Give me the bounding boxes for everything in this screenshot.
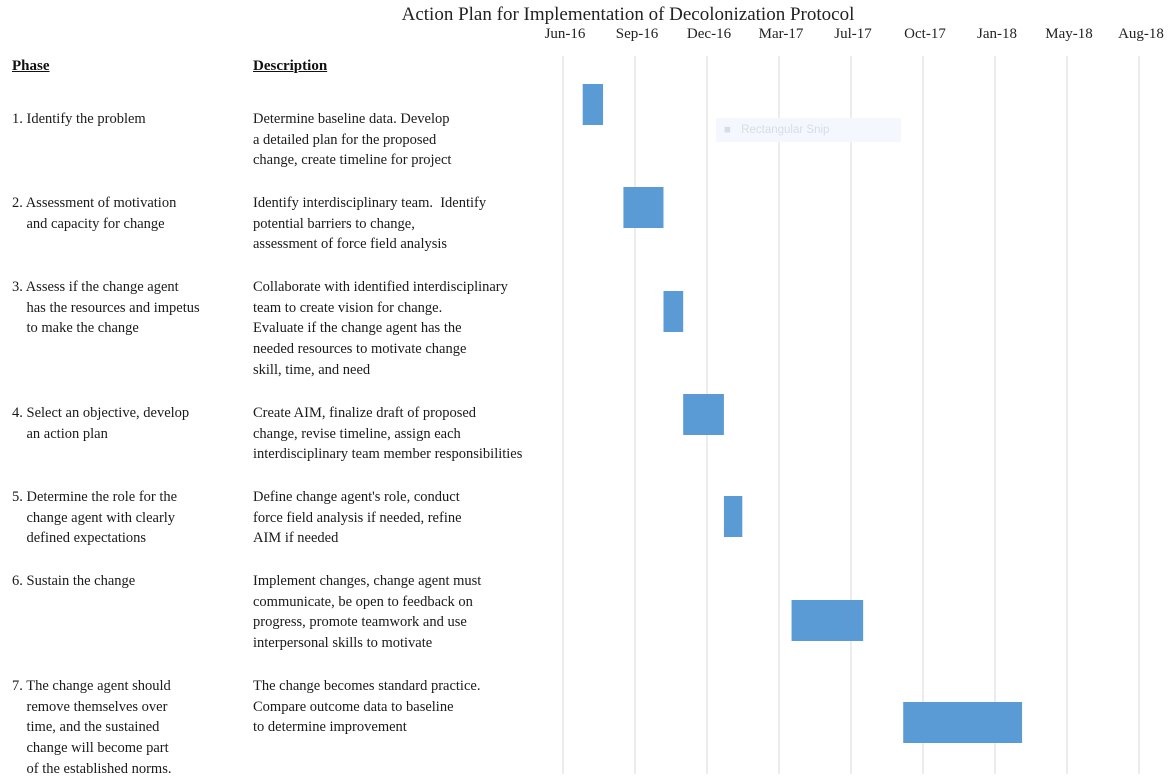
x-tick-label: May-18 [1045,26,1093,42]
gantt-bar [663,291,684,332]
phase-label: 2. Assessment of motivation and capacity… [12,195,177,232]
description-column-header: Description [253,58,328,74]
phase-label: 7. The change agent should remove themse… [12,678,172,777]
snip-label: Rectangular Snip [741,124,830,136]
x-tick-label: Dec-16 [687,26,732,42]
gantt-bar [683,394,724,435]
gantt-bar [623,187,664,228]
phase-column-header: Phase [12,58,50,74]
x-tick-label: Mar-17 [759,26,804,42]
x-tick-label: Aug-18 [1118,26,1164,42]
description-text: Create AIM, finalize draft of proposed c… [253,405,523,463]
gantt-bar [582,84,604,125]
snip-icon: ■ [724,124,731,136]
chart-title: Action Plan for Implementation of Decolo… [401,4,855,25]
description-text: Implement changes, change agent must com… [253,573,482,652]
description-text: Identify interdisciplinary team. Identif… [253,195,487,253]
phase-label: 5. Determine the role for the change age… [12,489,178,547]
rectangular-snip-overlay: ■ Rectangular Snip [716,118,901,142]
phase-label: 3. Assess if the change agent has the re… [12,279,200,337]
gantt-bar [723,496,743,537]
gantt-bar [903,702,1023,743]
x-tick-label: Oct-17 [904,26,946,42]
description-text: The change becomes standard practice. Co… [253,678,481,736]
description-text: Determine baseline data. Develop a detai… [253,111,452,169]
x-tick-label: Jun-16 [545,26,586,42]
description-text: Collaborate with identified interdiscipl… [253,279,508,378]
phase-label: 1. Identify the problem [12,111,146,127]
gantt-bar [791,600,864,641]
x-tick-label: Sep-16 [616,26,659,42]
phase-label: 6. Sustain the change [12,573,136,589]
x-tick-label: Jan-18 [977,26,1017,42]
phase-label: 4. Select an objective, develop an actio… [12,405,190,442]
x-tick-label: Jul-17 [834,26,872,42]
description-text: Define change agent's role, conduct forc… [253,489,462,547]
